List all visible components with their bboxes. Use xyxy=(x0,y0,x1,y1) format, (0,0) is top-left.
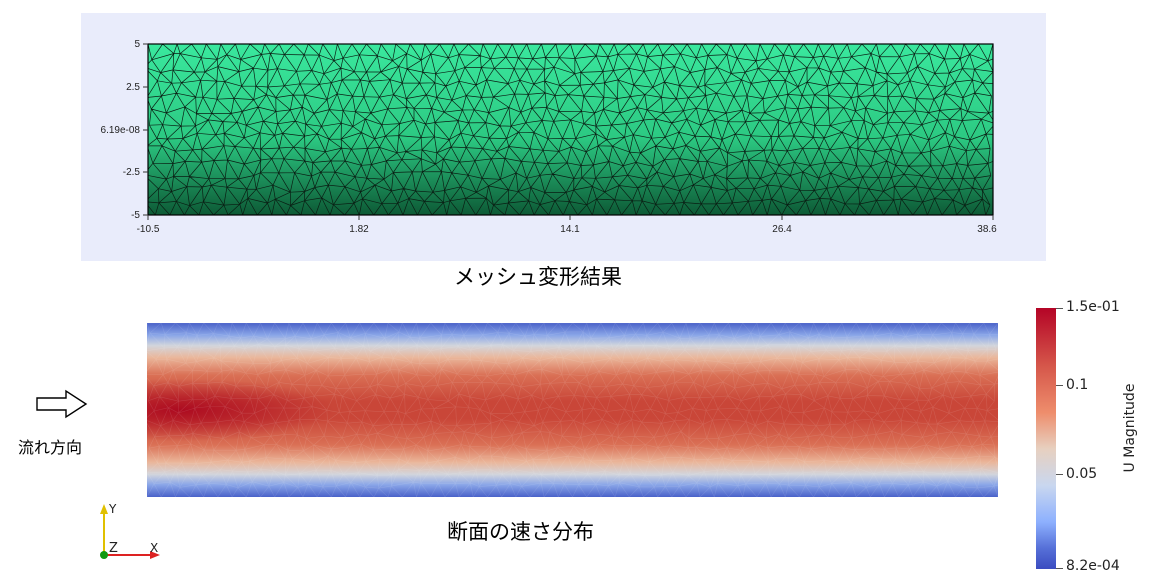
velocity-field-plot xyxy=(147,323,998,497)
orientation-axes: Y Z X xyxy=(100,502,160,559)
mesh-plot-panel: 5 2.5 6.19e-08 -2.5 -5 -10.5 1.82 14.1 2… xyxy=(81,13,1046,261)
z-axis-dot xyxy=(100,551,108,559)
x-tick-label: 26.4 xyxy=(772,224,792,235)
y-tick-label: 6.19e-08 xyxy=(101,125,141,136)
velocity-caption: 断面の速さ分布 xyxy=(447,520,594,544)
colorbar-label: 0.1 xyxy=(1066,377,1089,393)
colorbar-tick xyxy=(1056,568,1063,569)
mesh-plot: 5 2.5 6.19e-08 -2.5 -5 -10.5 1.82 14.1 2… xyxy=(101,39,998,235)
colorbar-tick xyxy=(1056,385,1063,386)
y-tick-label: 2.5 xyxy=(126,82,140,93)
x-tick-label: 38.6 xyxy=(977,224,997,235)
mesh-caption: メッシュ変形結果 xyxy=(454,265,622,289)
y-axis-label: Y xyxy=(108,502,117,516)
colorbar xyxy=(1036,308,1056,569)
x-tick-label: -10.5 xyxy=(137,224,160,235)
colorbar-tick xyxy=(1056,308,1063,309)
z-axis-label: Z xyxy=(109,541,118,556)
y-tick-label: 5 xyxy=(134,39,140,50)
colorbar-label-min: 8.2e-04 xyxy=(1066,558,1120,574)
mesh-triangles xyxy=(148,44,993,215)
colorbar-label: 0.05 xyxy=(1066,466,1098,482)
colorbar-title: U Magnitude xyxy=(1122,383,1138,473)
flow-direction-label: 流れ方向 xyxy=(18,438,83,457)
colorbar-label-max: 1.5e-01 xyxy=(1066,299,1120,315)
y-tick-label: -5 xyxy=(131,210,140,221)
y-tick-label: -2.5 xyxy=(123,167,141,178)
right-arrow-icon xyxy=(36,389,88,419)
velocity-mesh-facets xyxy=(147,323,998,497)
x-tick-label: 1.82 xyxy=(349,224,369,235)
y-axis-arrow xyxy=(100,504,108,514)
velocity-hotspot xyxy=(147,323,998,497)
x-tick-label: 14.1 xyxy=(560,224,580,235)
x-axis-arrow xyxy=(150,551,160,559)
x-axis-label: X xyxy=(150,541,158,555)
colorbar-tick xyxy=(1056,474,1063,475)
